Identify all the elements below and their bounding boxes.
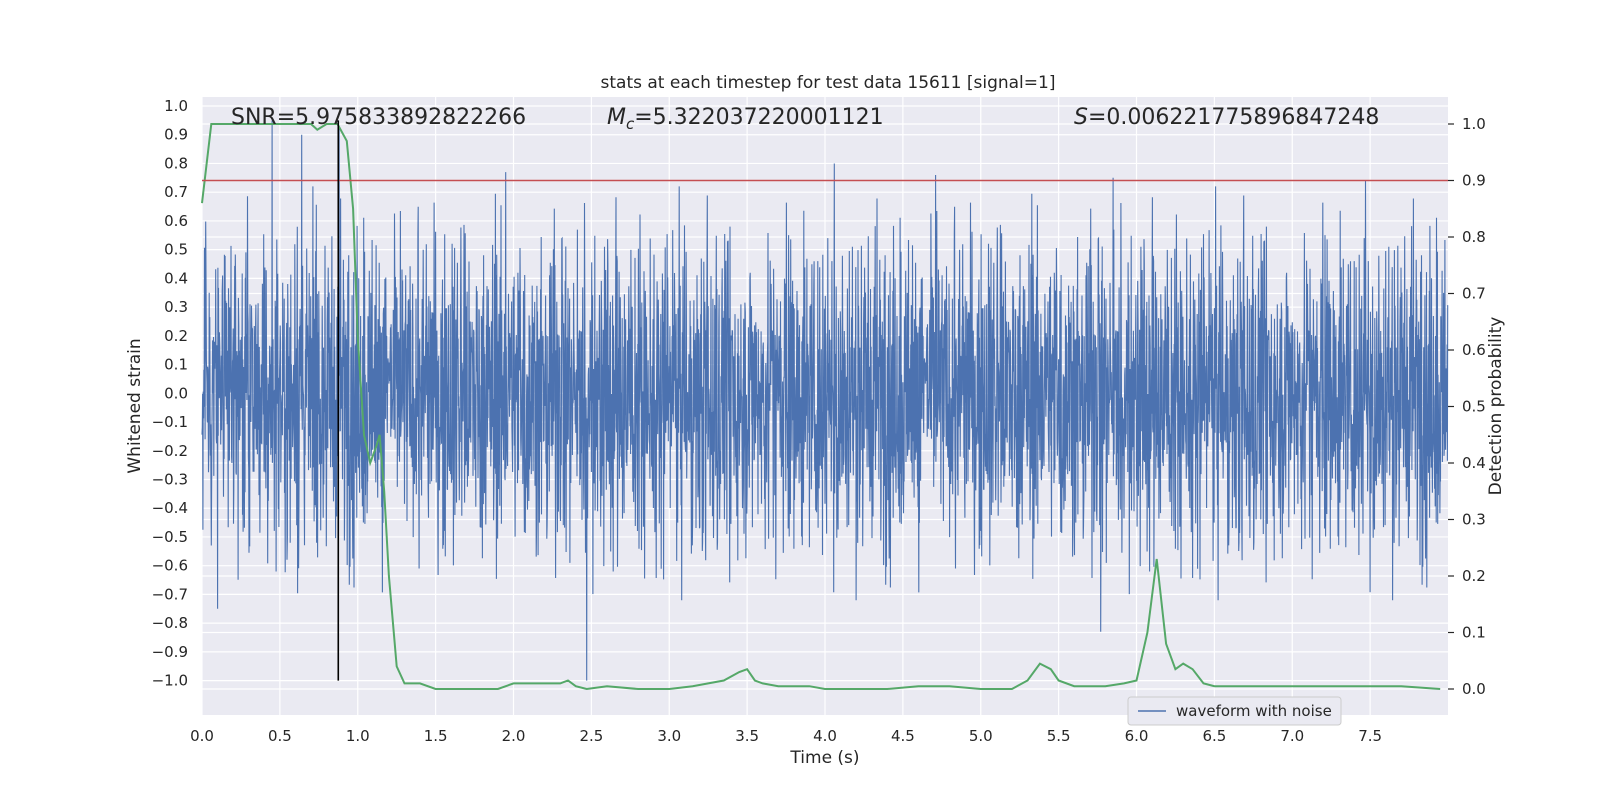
y-left-tick-label: −0.4 <box>152 499 188 517</box>
y-left-tick-label: −0.9 <box>152 643 188 661</box>
y-left-tick-label: 0.1 <box>164 356 188 374</box>
y-left-tick-label: −0.5 <box>152 528 188 546</box>
strain-series <box>201 120 1449 681</box>
y-axis-left-title: Whitened strain <box>125 338 145 473</box>
legend: waveform with noise <box>1127 696 1342 726</box>
probability-line <box>201 123 1441 691</box>
ticks-x: 0.0 0.5 1.0 1.5 2.0 2.5 3.0 3.5 4.0 4.5 5.0 5.5 6.0 6… <box>190 727 1382 745</box>
y-axis-right-title: Detection probability <box>1486 317 1506 496</box>
x-tick-label: 5.5 <box>1047 727 1071 745</box>
x-tick-label: 1.5 <box>424 727 448 745</box>
y-left-tick-label: 0.0 <box>164 384 188 402</box>
y-right-tick-label: 1.0 <box>1462 115 1486 133</box>
x-tick-label: 6.0 <box>1125 727 1149 745</box>
y-right-tick-label: 0.9 <box>1462 172 1486 190</box>
y-left-tick-label: 0.5 <box>164 241 188 259</box>
y-left-tick-label: −0.8 <box>152 614 188 632</box>
y-right-tick-label: 0.5 <box>1462 398 1486 416</box>
y-left-tick-label: −0.3 <box>152 470 188 488</box>
y-right-tick-label: 0.3 <box>1462 511 1486 529</box>
y-left-tick-label: −1.0 <box>152 672 188 690</box>
y-left-tick-label: 0.4 <box>164 269 188 287</box>
x-tick-label: 2.0 <box>502 727 526 745</box>
y-left-tick-label: 0.8 <box>164 154 188 172</box>
y-left-tick-label: 0.6 <box>164 212 188 230</box>
x-axis-title: Time (s) <box>789 748 859 768</box>
x-tick-label: 2.5 <box>579 727 603 745</box>
ticks-left: 1.0 0.9 0.8 0.7 0.6 0.5 0.4 0.3 0.2 0.1 0.0 −0.1 −0.… <box>152 97 188 690</box>
x-tick-label: 7.5 <box>1358 727 1382 745</box>
y-left-tick-label: −0.6 <box>152 557 188 575</box>
x-tick-label: 3.5 <box>735 727 759 745</box>
chart-title: stats at each timestep for test data 156… <box>601 73 1056 93</box>
y-left-tick-label: 0.3 <box>164 298 188 316</box>
legend-entry: waveform with noise <box>1176 702 1332 720</box>
y-left-tick-label: 0.9 <box>164 126 188 144</box>
overlays <box>202 120 1448 681</box>
y-left-tick-label: −0.1 <box>152 413 188 431</box>
strain-line <box>201 120 1449 681</box>
legend-box <box>1127 696 1342 726</box>
y-right-tick-label: 0.0 <box>1462 680 1486 698</box>
x-tick-label: 0.5 <box>268 727 292 745</box>
probability-series <box>201 123 1441 691</box>
y-right-tick-label: 0.6 <box>1462 341 1486 359</box>
y-right-tick-label: 0.8 <box>1462 228 1486 246</box>
x-tick-label: 6.5 <box>1202 727 1226 745</box>
x-tick-label: 4.0 <box>813 727 837 745</box>
s-annotation: S=0.006221775896847248 <box>1074 105 1379 130</box>
x-tick-label: 5.0 <box>969 727 993 745</box>
y-left-tick-label: −0.2 <box>152 442 188 460</box>
y-right-tick-label: 0.1 <box>1462 624 1486 642</box>
ticks-right: 1.0 0.9 0.8 0.7 0.6 0.5 0.4 0.3 0.2 0.1 0.0 <box>1448 115 1486 698</box>
x-tick-label: 3.0 <box>657 727 681 745</box>
y-left-tick-label: 0.7 <box>164 183 188 201</box>
y-left-tick-label: 1.0 <box>164 97 188 115</box>
y-left-tick-label: 0.2 <box>164 327 188 345</box>
snr-annotation: SNR=5.975833892822266 <box>231 105 526 130</box>
y-right-tick-label: 0.2 <box>1462 567 1486 585</box>
y-left-tick-label: −0.7 <box>152 585 188 603</box>
x-tick-label: 4.5 <box>891 727 915 745</box>
y-right-tick-label: 0.7 <box>1462 285 1486 303</box>
mc-annotation: Mc=5.322037220001121 <box>607 105 884 133</box>
x-tick-label: 1.0 <box>346 727 370 745</box>
x-tick-label: 0.0 <box>190 727 214 745</box>
x-tick-label: 7.0 <box>1280 727 1304 745</box>
y-right-tick-label: 0.4 <box>1462 454 1486 472</box>
